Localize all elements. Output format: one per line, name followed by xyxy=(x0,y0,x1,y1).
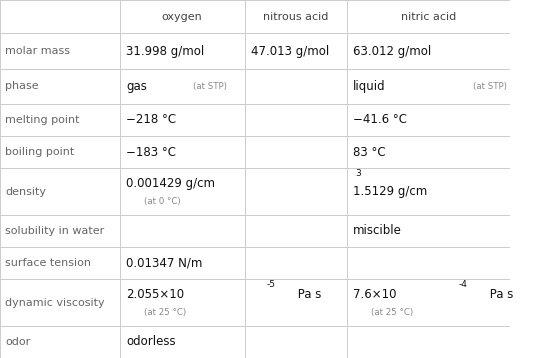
Bar xyxy=(347,215,509,247)
Text: molar mass: molar mass xyxy=(5,46,70,56)
Text: gas: gas xyxy=(127,80,147,93)
Bar xyxy=(0,69,120,104)
Text: (at 25 °C): (at 25 °C) xyxy=(371,308,413,317)
Bar xyxy=(0,34,120,69)
Text: surface tension: surface tension xyxy=(5,258,91,268)
Text: 0.01347 N/m: 0.01347 N/m xyxy=(127,257,203,270)
Bar xyxy=(120,34,245,69)
Bar xyxy=(120,136,245,168)
Bar xyxy=(0,247,120,279)
Text: 31.998 g/mol: 31.998 g/mol xyxy=(127,44,205,58)
Bar xyxy=(347,0,509,34)
Bar xyxy=(0,0,120,34)
Text: -5: -5 xyxy=(267,280,276,289)
Bar xyxy=(347,247,509,279)
Text: 47.013 g/mol: 47.013 g/mol xyxy=(251,44,330,58)
Text: boiling point: boiling point xyxy=(5,147,74,157)
Text: (at STP): (at STP) xyxy=(193,82,227,91)
Bar xyxy=(245,0,347,34)
Text: Pa s: Pa s xyxy=(294,288,321,301)
Text: 0.001429 g/cm: 0.001429 g/cm xyxy=(127,177,216,190)
Bar xyxy=(245,69,347,104)
Bar xyxy=(245,247,347,279)
Text: 2.055×10: 2.055×10 xyxy=(127,288,185,301)
Bar xyxy=(0,326,120,358)
Text: -4: -4 xyxy=(459,280,467,289)
Text: 63.012 g/mol: 63.012 g/mol xyxy=(353,44,431,58)
Text: dynamic viscosity: dynamic viscosity xyxy=(5,297,105,308)
Bar xyxy=(0,215,120,247)
Bar xyxy=(120,279,245,326)
Text: 1.5129 g/cm: 1.5129 g/cm xyxy=(353,185,428,198)
Text: Pa s: Pa s xyxy=(485,288,513,301)
Text: nitric acid: nitric acid xyxy=(401,12,456,22)
Bar xyxy=(120,168,245,215)
Text: miscible: miscible xyxy=(353,224,402,237)
Bar xyxy=(120,215,245,247)
Bar xyxy=(245,104,347,136)
Bar xyxy=(347,168,509,215)
Text: odor: odor xyxy=(5,337,31,347)
Text: density: density xyxy=(5,187,46,197)
Text: nitrous acid: nitrous acid xyxy=(263,12,328,22)
Text: oxygen: oxygen xyxy=(162,12,203,22)
Text: (at STP): (at STP) xyxy=(473,82,507,91)
Bar xyxy=(347,279,509,326)
Bar xyxy=(347,34,509,69)
Bar xyxy=(347,69,509,104)
Text: −218 °C: −218 °C xyxy=(127,113,176,126)
Bar xyxy=(120,326,245,358)
Bar xyxy=(347,136,509,168)
Text: (at 25 °C): (at 25 °C) xyxy=(144,308,186,317)
Text: 3: 3 xyxy=(355,169,360,178)
Text: odorless: odorless xyxy=(127,335,176,348)
Text: −41.6 °C: −41.6 °C xyxy=(353,113,407,126)
Text: phase: phase xyxy=(5,81,39,91)
Bar xyxy=(120,247,245,279)
Text: liquid: liquid xyxy=(353,80,386,93)
Bar xyxy=(0,168,120,215)
Text: melting point: melting point xyxy=(5,115,80,125)
Text: solubility in water: solubility in water xyxy=(5,226,104,236)
Bar xyxy=(120,0,245,34)
Bar xyxy=(0,279,120,326)
Bar xyxy=(347,326,509,358)
Text: 83 °C: 83 °C xyxy=(353,146,386,159)
Bar xyxy=(245,34,347,69)
Bar xyxy=(347,104,509,136)
Text: −183 °C: −183 °C xyxy=(127,146,176,159)
Bar xyxy=(245,168,347,215)
Text: 7.6×10: 7.6×10 xyxy=(353,288,397,301)
Text: (at 0 °C): (at 0 °C) xyxy=(144,197,181,206)
Bar xyxy=(0,136,120,168)
Bar xyxy=(245,136,347,168)
Bar xyxy=(245,279,347,326)
Bar xyxy=(0,104,120,136)
Bar xyxy=(120,104,245,136)
Bar xyxy=(245,215,347,247)
Bar xyxy=(120,69,245,104)
Bar xyxy=(245,326,347,358)
